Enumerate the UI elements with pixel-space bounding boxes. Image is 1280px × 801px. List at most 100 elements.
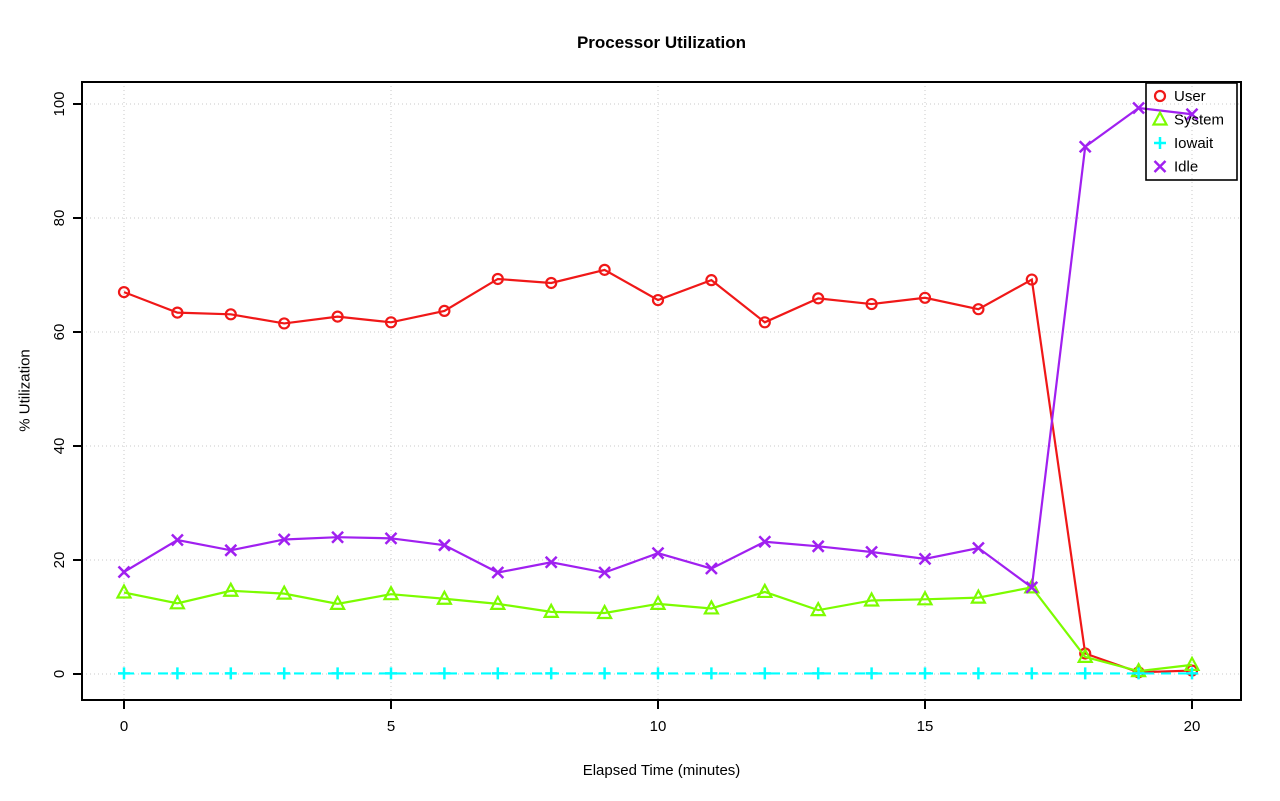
legend-box (1145, 82, 1238, 181)
y-tick-label: 20 (51, 552, 68, 569)
series-marker-iowait (652, 667, 664, 680)
x-tick-label: 0 (120, 718, 128, 735)
series-marker-idle (972, 541, 985, 555)
y-tick-label: 100 (51, 91, 68, 116)
y-tick-label: 60 (51, 324, 68, 341)
series-marker-idle (331, 530, 344, 544)
series-marker-user (598, 263, 611, 276)
series-marker-idle (1132, 101, 1145, 115)
series-marker-user (1025, 273, 1038, 286)
series-marker-idle (598, 566, 611, 579)
series-marker-user (384, 316, 398, 329)
legend-label-user: User (1174, 88, 1206, 105)
series-marker-user (918, 291, 932, 304)
x-axis-title: Elapsed Time (minutes) (582, 762, 741, 779)
series-marker-iowait (758, 667, 771, 680)
series-marker-system (703, 599, 720, 615)
series-marker-user (545, 276, 558, 290)
series-marker-system (596, 603, 613, 620)
series-marker-iowait (278, 667, 291, 680)
series-marker-idle (1185, 107, 1199, 121)
series-marker-idle (1025, 580, 1039, 594)
series-marker-system (275, 584, 293, 600)
series-marker-idle (544, 555, 558, 569)
legend-marker-user (1153, 89, 1167, 103)
series-marker-iowait (972, 667, 985, 680)
series-marker-system (756, 582, 774, 599)
series-marker-idle (918, 552, 932, 566)
series-marker-iowait (812, 667, 825, 680)
plot-border (81, 81, 1242, 701)
legend-label-system: System (1174, 112, 1224, 129)
series-marker-user (972, 303, 985, 316)
series-marker-iowait (385, 667, 397, 680)
series-marker-idle (1078, 140, 1092, 154)
series-marker-user (331, 310, 344, 323)
series-marker-system (115, 583, 133, 599)
series-marker-iowait (919, 667, 931, 680)
series-marker-idle (811, 539, 825, 553)
series-marker-system (329, 594, 346, 610)
series-marker-idle (491, 566, 505, 579)
series-marker-iowait (491, 667, 504, 680)
x-tick-label: 20 (1184, 718, 1201, 735)
series-marker-iowait (865, 667, 878, 680)
series-marker-system (809, 600, 827, 617)
series-marker-system (1023, 578, 1041, 594)
series-marker-iowait (1079, 667, 1092, 680)
series-marker-idle (277, 533, 291, 546)
legend-label-iowait: Iowait (1174, 135, 1214, 152)
x-tick-label: 15 (917, 718, 934, 735)
series-marker-system (542, 602, 560, 618)
y-tick-label: 80 (51, 210, 68, 227)
series-marker-user (758, 316, 771, 329)
series-marker-system (169, 594, 186, 610)
series-marker-iowait (1132, 667, 1145, 680)
series-marker-user (705, 274, 718, 287)
series-marker-system (863, 591, 880, 607)
legend-marker-idle (1153, 160, 1167, 173)
series-marker-iowait (705, 667, 718, 680)
series-marker-idle (758, 535, 772, 549)
series-marker-iowait (331, 667, 344, 680)
series-marker-idle (865, 545, 878, 559)
series-marker-user (812, 292, 825, 305)
series-marker-idle (438, 538, 451, 552)
series-marker-iowait (171, 667, 184, 680)
series-marker-iowait (224, 667, 237, 680)
legend-label-idle: Idle (1174, 159, 1198, 176)
series-marker-system (1076, 647, 1094, 663)
series-marker-idle (651, 546, 665, 560)
x-tick-label: 10 (650, 718, 667, 735)
series-marker-system (489, 594, 507, 610)
legend-marker-iowait (1154, 137, 1166, 149)
legend-marker-system (1151, 110, 1169, 126)
series-marker-user (651, 293, 665, 307)
series-line-idle (123, 106, 1193, 590)
series-marker-iowait (545, 667, 558, 680)
series-marker-iowait (598, 667, 611, 680)
series-marker-idle (171, 533, 184, 547)
series-marker-user (438, 304, 451, 318)
series-marker-idle (117, 565, 131, 579)
chart-title: Processor Utilization (576, 33, 747, 52)
series-marker-idle (705, 562, 718, 575)
series-marker-iowait (438, 667, 451, 680)
series-marker-iowait (1025, 667, 1038, 680)
series-marker-system (436, 589, 453, 605)
y-tick-label: 0 (51, 670, 68, 678)
series-marker-user (117, 286, 131, 299)
series-marker-idle (224, 543, 238, 557)
series-line-system (123, 586, 1193, 673)
series-marker-user (224, 308, 237, 321)
series-marker-idle (384, 531, 398, 545)
series-marker-iowait (1186, 667, 1198, 680)
series-marker-system (382, 584, 400, 601)
series-marker-system (916, 590, 934, 606)
series-marker-user (278, 317, 291, 330)
x-tick-label: 5 (387, 718, 395, 735)
series-marker-system (970, 588, 987, 604)
series-marker-iowait (118, 667, 130, 680)
